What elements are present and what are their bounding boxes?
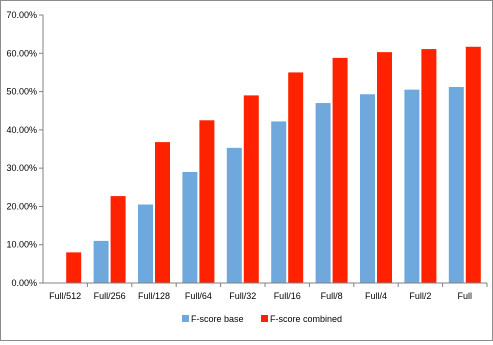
legend-label-fscore-base: F-score base	[191, 314, 244, 324]
bars	[66, 46, 481, 284]
bar-fscore-combined-full-16	[288, 72, 304, 283]
x-tick-label: Full/4	[365, 291, 387, 301]
bar-fscore-base-full-2	[404, 89, 420, 284]
y-tick-label: 30.00%	[6, 163, 37, 173]
x-tick-label: Full/8	[321, 291, 343, 301]
bar-fscore-combined-full-2	[421, 49, 437, 284]
x-tick-label: Full/512	[49, 291, 81, 301]
bar-fscore-combined-full-256	[110, 196, 126, 283]
bar-fscore-combined-full-64	[199, 120, 215, 284]
y-tick-label: 60.00%	[6, 48, 37, 58]
bar-fscore-combined-full-32	[243, 95, 259, 284]
bar-fscore-combined-full-8	[332, 57, 348, 283]
x-axis: Full/512 Full/256 Full/128 Full/64 Full/32 Fu…	[43, 282, 488, 301]
y-tick-label: 0.00%	[11, 278, 37, 288]
x-tick-label: Full/256	[94, 291, 126, 301]
x-tick-label: Full/2	[409, 291, 431, 301]
bar-fscore-combined-full-128	[155, 142, 170, 283]
y-tick-label: 10.00%	[6, 240, 37, 250]
y-tick-label: 20.00%	[6, 201, 37, 211]
legend-label-fscore-combined: F-score combined	[270, 314, 342, 324]
y-tick-label: 50.00%	[6, 87, 37, 97]
bar-fscore-base-full-16	[271, 121, 287, 283]
bar-fscore-base-full-8	[315, 103, 331, 283]
legend: F-score base F-score combined	[182, 314, 342, 324]
y-tick-label: 70.00%	[6, 10, 37, 20]
x-tick-label: Full/32	[229, 291, 256, 301]
legend-swatch-fscore-combined	[261, 315, 268, 322]
y-axis: 0.00% 10.00% 20.00% 30.00% 40.00% 50.00% 60.00…	[6, 10, 44, 288]
x-tick-label: Full	[458, 291, 473, 301]
y-tick-label: 40.00%	[6, 125, 37, 135]
bar-fscore-combined-full	[465, 46, 481, 283]
x-tick-label: Full/16	[274, 291, 301, 301]
bar-chart: 0.00% 10.00% 20.00% 30.00% 40.00% 50.00% 60.00…	[6, 10, 488, 324]
legend-swatch-fscore-base	[182, 315, 189, 322]
bar-fscore-base-full-4	[360, 94, 375, 283]
bar-fscore-base-full	[448, 86, 464, 283]
bar-fscore-base-full-64	[182, 171, 198, 283]
bar-fscore-base-full-32	[226, 147, 242, 283]
bar-fscore-base-full-256	[93, 240, 109, 283]
bar-fscore-combined-full-512	[66, 252, 82, 283]
bar-fscore-base-full-128	[138, 204, 153, 283]
x-tick-label: Full/128	[138, 291, 170, 301]
bar-fscore-combined-full-4	[377, 52, 392, 283]
x-tick-label: Full/64	[185, 291, 212, 301]
